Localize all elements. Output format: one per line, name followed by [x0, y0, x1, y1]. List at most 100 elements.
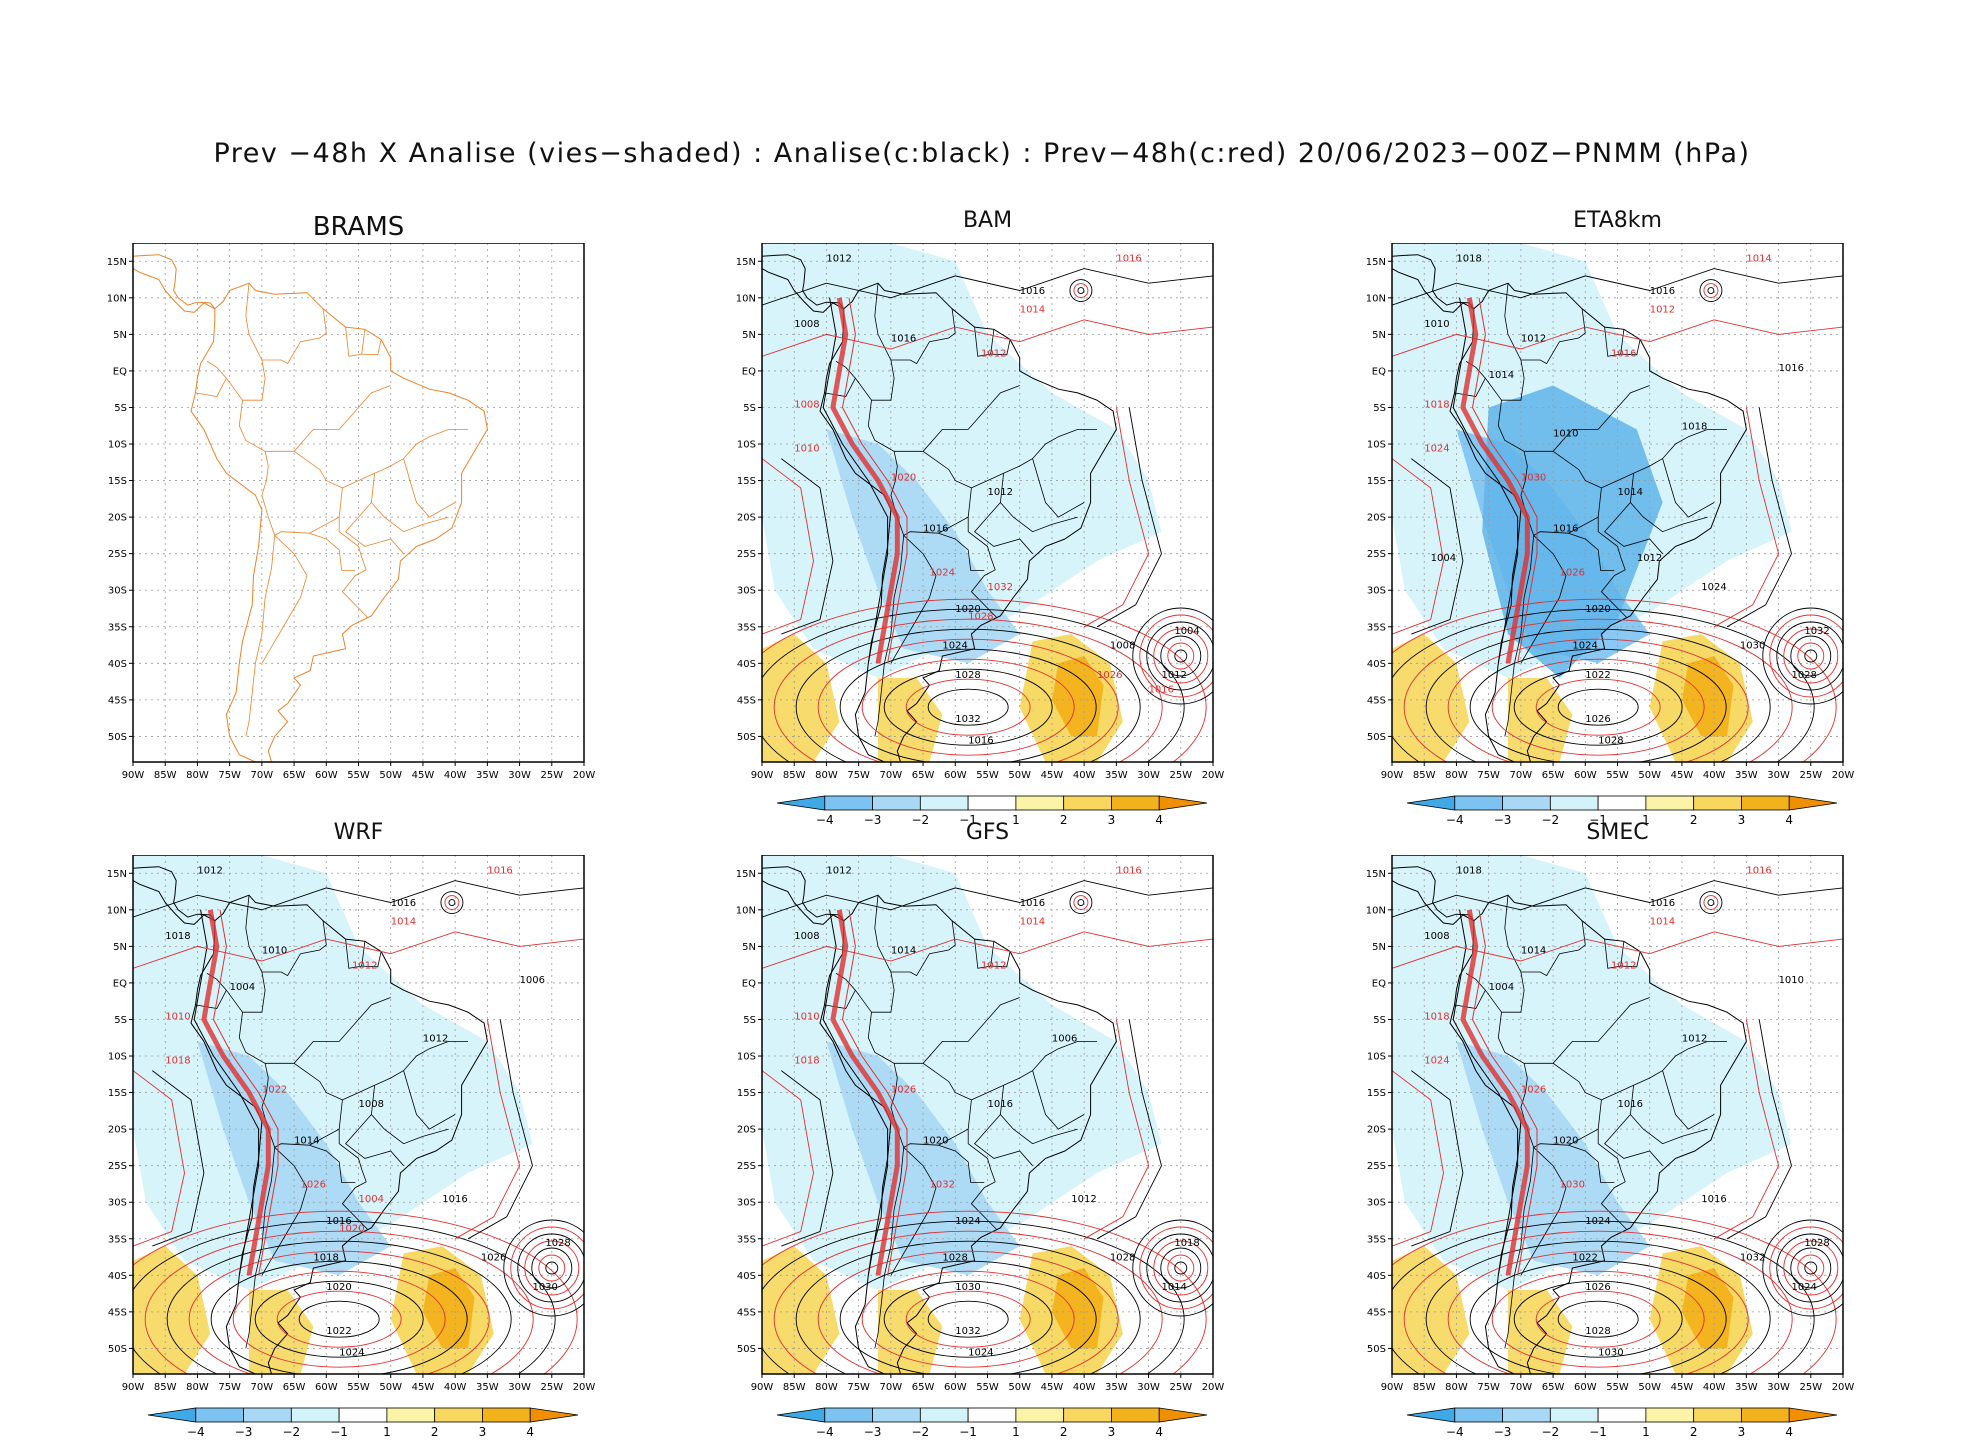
lat-tick-label: 10S — [1367, 1052, 1386, 1063]
country-border — [293, 385, 391, 452]
lat-tick-label: EQ — [742, 978, 756, 989]
analysis-isobar-label: 1018 — [1456, 253, 1481, 264]
colorbar-segment — [1406, 795, 1456, 811]
lon-tick-label: 40W — [1073, 1382, 1096, 1393]
lon-tick-label: 25W — [1169, 1382, 1192, 1393]
forecast-isobar — [762, 931, 1213, 969]
lon-tick-label: 50W — [1638, 1382, 1661, 1393]
isobar-labels: 1012 1016 1008 1014 1016 1020 1024 1028 1030 1032… — [794, 865, 1200, 1358]
forecast-isobar-label: 1020 — [339, 1223, 364, 1234]
colorbar-segment — [1693, 795, 1742, 811]
country-border — [967, 517, 998, 619]
lon-tick-label: 60W — [944, 1382, 967, 1393]
lat-tick-label: 15S — [1367, 1088, 1386, 1099]
isobar — [1699, 891, 1723, 914]
analysis-isobar-label: 1022 — [1585, 670, 1610, 681]
analysis-isobar — [531, 1247, 573, 1289]
lon-tick-label: 65W — [283, 770, 306, 781]
lon-tick-label: 55W — [1606, 770, 1629, 781]
colorbar-segment — [243, 1407, 292, 1423]
country-border — [403, 458, 456, 518]
forecast-isobar — [1167, 642, 1195, 670]
forecast-isobar-label: 1016 — [1611, 348, 1636, 359]
map-content: 1012 1016 1008 1014 1016 1020 1024 1028 1030 1032… — [762, 855, 1213, 1374]
country-border — [951, 308, 956, 333]
analysis-isobar-label: 1016 — [1020, 286, 1045, 297]
analysis-isobar-label: 1014 — [1618, 487, 1643, 498]
lon-tick-label: 80W — [1445, 770, 1468, 781]
country-border — [261, 535, 308, 664]
country-border — [1597, 1129, 1628, 1231]
lon-tick-label: 55W — [347, 770, 370, 781]
lon-tick-label: 65W — [912, 1382, 935, 1393]
forecast-isobar — [1153, 628, 1209, 684]
bias-region-positive-patagonia — [878, 677, 943, 762]
lat-tick-label: 5S — [743, 1015, 756, 1026]
country-border — [345, 1114, 404, 1166]
country-border — [951, 920, 956, 945]
analysis-isobar — [839, 1260, 1097, 1374]
colorbar-segment — [1645, 1407, 1695, 1423]
colorbar-label: 1 — [1012, 1425, 1020, 1439]
colorbar-label: 2 — [1060, 813, 1068, 827]
forecast-isobar — [1153, 1240, 1209, 1296]
colorbar-segment — [1502, 795, 1551, 811]
analysis-isobar-label: 1016 — [391, 898, 416, 909]
country-border — [338, 1129, 369, 1231]
colorbar-segment — [776, 795, 826, 811]
colorbar-label: 2 — [1690, 1425, 1698, 1439]
map-axes: 15N 10N 5N EQ 5S 10S 15S 20S 25S 30S 35S 40S 45S 50S 9… — [107, 243, 595, 781]
analysis-isobar — [1452, 909, 1519, 1276]
country-border — [1662, 1070, 1715, 1130]
country-border — [974, 939, 995, 969]
lon-tick-label: 20W — [573, 1382, 596, 1393]
analysis-isobar-label: 1024 — [955, 1216, 980, 1227]
lon-tick-label: 40W — [1073, 770, 1096, 781]
colorbar-label: 4 — [1785, 1425, 1793, 1439]
colorbar-label: −2 — [1541, 813, 1559, 827]
panel-title: ETA8km — [1573, 208, 1662, 233]
lon-tick-label: 65W — [1542, 770, 1565, 781]
lon-tick-label: 40W — [1703, 1382, 1726, 1393]
forecast-isobar-label: 1014 — [1746, 253, 1771, 264]
bias-region-positive-core — [422, 1268, 475, 1349]
colorbar-segment — [1741, 795, 1790, 811]
forecast-isobar-label: 1018 — [165, 1055, 190, 1066]
isobar-labels: 1018 1016 1010 1012 1014 1016 1020 1024 1022 1026… — [1424, 253, 1830, 746]
analysis-isobar — [795, 628, 1141, 762]
lon-tick-label: 65W — [283, 1382, 306, 1393]
analysis-isobar-label: 1018 — [1682, 421, 1707, 432]
country-border — [261, 1147, 308, 1276]
forecast-isobar — [762, 1210, 1207, 1374]
analysis-isobar-label: 1018 — [1174, 1238, 1199, 1249]
colorbar-label: −2 — [1541, 1425, 1559, 1439]
colorbar-segment — [1158, 1407, 1208, 1423]
forecast-isobar — [1392, 1070, 1444, 1247]
lat-tick-label: 15N — [1366, 869, 1386, 880]
lat-tick-label: 20S — [108, 513, 127, 524]
country-border — [1032, 1070, 1085, 1130]
map-area: 1012 1016 1008 1016 1012 1016 1020 1024 1028 1032… — [736, 243, 1224, 781]
country-border — [1504, 535, 1535, 737]
lat-tick-label: 30S — [737, 586, 756, 597]
analysis-isobar-label: 1006 — [520, 975, 545, 986]
andes-forecast-band — [201, 909, 271, 1276]
country-border — [1604, 502, 1663, 554]
lon-tick-label: 75W — [847, 1382, 870, 1393]
panel-title: BRAMS — [312, 212, 405, 242]
analysis-isobar-label: 1026 — [1585, 714, 1610, 725]
bias-region-positive-patagonia — [249, 1289, 314, 1374]
analysis-isobar — [839, 648, 1097, 762]
lat-tick-label: 35S — [737, 1234, 756, 1245]
country-border — [1581, 920, 1586, 945]
analysis-isobar — [781, 458, 834, 635]
analysis-isobar-label: 1020 — [326, 1282, 351, 1293]
analysis-isobar-label: 1014 — [294, 1136, 319, 1147]
isobar — [440, 891, 464, 914]
analysis-isobar — [1146, 1233, 1213, 1303]
analysis-isobar-label: 1004 — [1489, 982, 1514, 993]
lat-tick-label: 5N — [1372, 942, 1386, 953]
lon-tick-label: 75W — [218, 770, 241, 781]
lon-tick-label: 85W — [154, 770, 177, 781]
bias-region-positive-core — [1681, 1268, 1734, 1349]
